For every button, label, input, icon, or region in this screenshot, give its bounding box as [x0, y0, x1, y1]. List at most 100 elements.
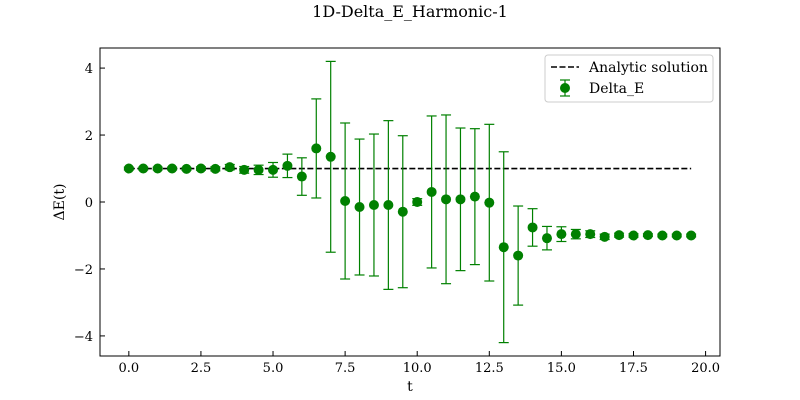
data-marker	[441, 194, 452, 205]
data-marker	[282, 160, 293, 171]
data-marker	[455, 194, 466, 205]
data-marker	[527, 222, 538, 233]
data-marker	[585, 229, 596, 240]
legend: Analytic solution Delta_E	[544, 54, 714, 103]
data-point	[671, 230, 682, 241]
data-point	[383, 120, 394, 290]
data-marker	[628, 230, 639, 241]
y-axis: −4 −2 0 2 4	[74, 62, 105, 345]
y-tick-label: −4	[74, 330, 93, 345]
x-tick-label: 2.5	[191, 361, 212, 376]
data-point	[268, 161, 279, 178]
data-marker	[686, 230, 697, 241]
y-axis-label: ΔE(t)	[52, 184, 68, 221]
data-marker	[671, 230, 682, 241]
data-marker	[383, 200, 394, 211]
data-marker	[368, 200, 379, 211]
data-marker	[556, 229, 567, 240]
data-point	[513, 205, 524, 306]
data-point	[628, 230, 639, 241]
data-marker	[296, 171, 307, 182]
data-point	[657, 230, 668, 241]
data-marker	[253, 164, 264, 175]
data-marker	[340, 195, 351, 206]
delta-e-series	[123, 60, 697, 344]
data-point	[441, 114, 452, 285]
data-point	[325, 60, 336, 253]
x-tick-label: 7.5	[335, 361, 356, 376]
data-point	[368, 133, 379, 277]
data-point	[123, 163, 134, 174]
legend-delta-e-label: Delta_E	[589, 81, 644, 97]
data-point	[253, 164, 264, 176]
y-tick-label: 2	[85, 129, 93, 144]
x-axis: 0.0 2.5 5.0 7.5 10.0 12.5 15.0 17.5 20.0	[118, 351, 720, 376]
data-point	[556, 226, 567, 243]
data-marker	[210, 163, 221, 174]
chart-title: 1D-Delta_E_Harmonic-1	[312, 2, 508, 21]
data-point	[412, 197, 423, 207]
legend-box	[544, 54, 714, 103]
data-marker	[570, 229, 581, 240]
x-tick-label: 5.0	[263, 361, 284, 376]
data-marker	[325, 151, 336, 162]
data-marker	[541, 233, 552, 244]
data-marker	[469, 191, 480, 202]
data-marker	[657, 230, 668, 241]
data-marker	[614, 230, 625, 241]
data-marker	[354, 202, 365, 213]
data-point	[484, 123, 495, 282]
data-point	[426, 115, 437, 269]
data-point	[152, 163, 163, 174]
legend-delta-e-swatch	[560, 79, 570, 97]
data-point	[224, 162, 235, 173]
data-point	[527, 208, 538, 247]
data-point	[469, 128, 480, 266]
legend-analytic-label: Analytic solution	[588, 60, 708, 76]
data-point	[541, 225, 552, 251]
data-marker	[167, 163, 178, 174]
data-marker	[123, 163, 134, 174]
data-point	[455, 127, 466, 272]
data-point	[296, 157, 307, 196]
data-point	[282, 153, 293, 179]
data-marker	[138, 163, 149, 174]
data-point	[397, 135, 408, 289]
y-tick-label: 4	[85, 62, 93, 77]
data-marker	[239, 164, 250, 175]
y-tick-label: 0	[85, 196, 93, 211]
data-marker	[498, 242, 509, 253]
data-point	[570, 228, 581, 240]
data-marker	[268, 164, 279, 175]
x-tick-label: 15.0	[547, 361, 576, 376]
data-point	[686, 230, 697, 241]
data-marker	[426, 186, 437, 197]
data-point	[181, 163, 192, 174]
data-marker	[224, 162, 235, 173]
data-marker	[152, 163, 163, 174]
x-tick-label: 12.5	[475, 361, 504, 376]
data-marker	[513, 250, 524, 261]
x-axis-label: t	[407, 379, 413, 395]
data-marker	[599, 231, 610, 242]
x-tick-label: 20.0	[691, 361, 720, 376]
data-marker	[181, 163, 192, 174]
data-marker	[311, 143, 322, 154]
data-point	[585, 229, 596, 240]
data-point	[311, 98, 322, 199]
data-point	[642, 230, 653, 241]
data-point	[210, 163, 221, 174]
data-point	[498, 151, 509, 344]
data-point	[599, 231, 610, 242]
data-point	[354, 138, 365, 276]
data-point	[239, 164, 250, 175]
data-point	[167, 163, 178, 174]
data-marker	[484, 197, 495, 208]
data-marker	[642, 230, 653, 241]
data-point	[340, 122, 351, 280]
x-tick-label: 0.0	[118, 361, 139, 376]
data-point	[195, 163, 206, 174]
data-marker	[397, 206, 408, 217]
data-point	[138, 163, 149, 174]
data-point	[614, 230, 625, 241]
